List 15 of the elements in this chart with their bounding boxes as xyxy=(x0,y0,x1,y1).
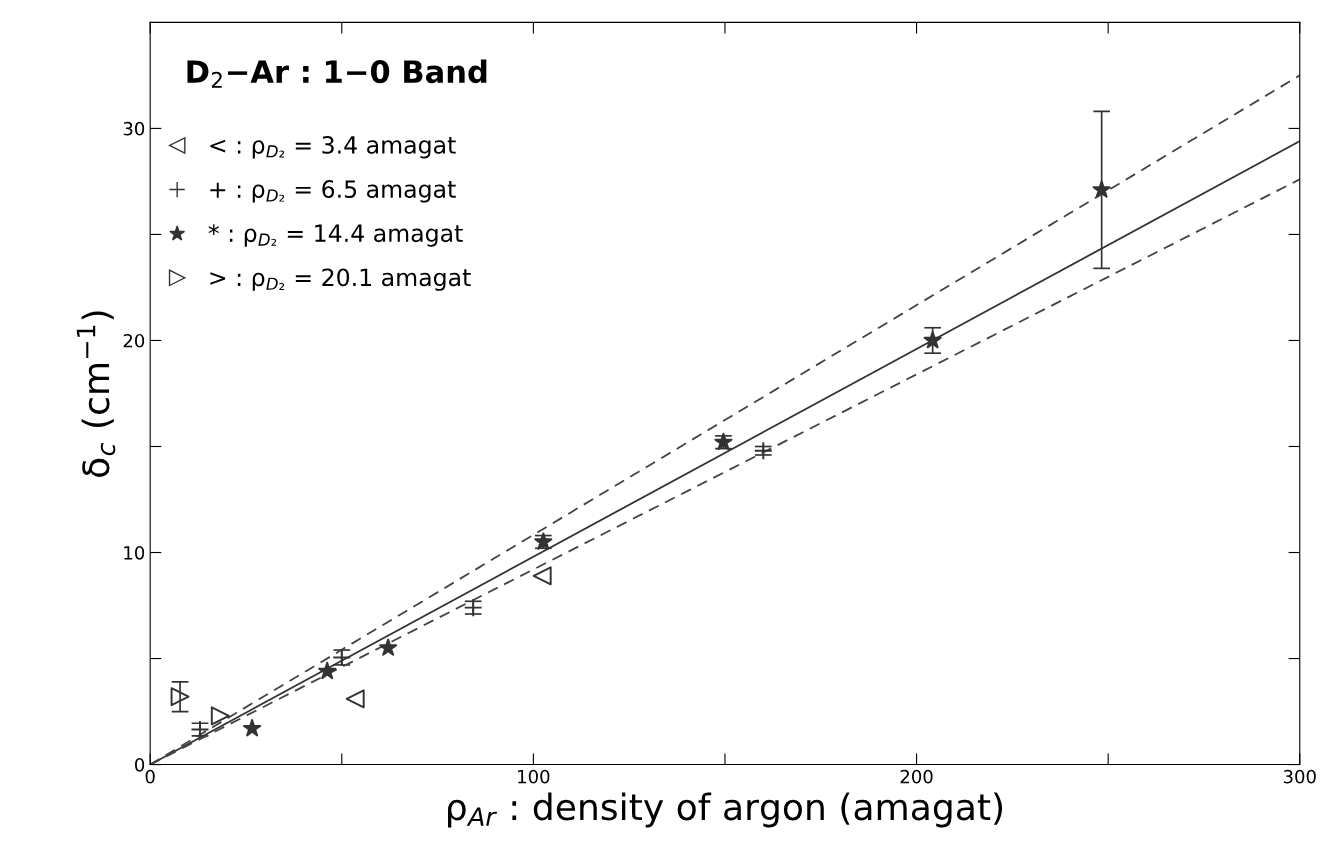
y-axis-title: δ$_{c}$ (cm$^{−1}$) xyxy=(76,311,116,477)
y-tick-label: 10 xyxy=(124,545,145,560)
x-axis-title: ρ$_{Ar}$ : density of argon (amagat) xyxy=(448,792,1003,828)
legend-label: * : ρ$_{D₂}$ = 14.4 amagat xyxy=(208,224,463,247)
legend-label: + : ρ$_{D₂}$ = 6.5 amagat xyxy=(210,180,456,203)
x-tick-label: 0 xyxy=(145,769,155,784)
text: D$_{2}$−Ar : 1−0 Band xyxy=(187,59,487,88)
x-tick-label: 300 xyxy=(1283,769,1316,784)
y-tick-label: 0 xyxy=(135,758,145,772)
legend-label: > : ρ$_{D₂}$ = 20.1 amagat xyxy=(210,268,471,291)
legend-label: < : ρ$_{D₂}$ = 3.4 amagat xyxy=(210,135,456,159)
x-tick-label: 200 xyxy=(900,769,933,784)
y-tick-label: 30 xyxy=(123,121,145,136)
x-tick-label: 100 xyxy=(518,769,550,784)
y-tick-label: 20 xyxy=(123,333,145,348)
